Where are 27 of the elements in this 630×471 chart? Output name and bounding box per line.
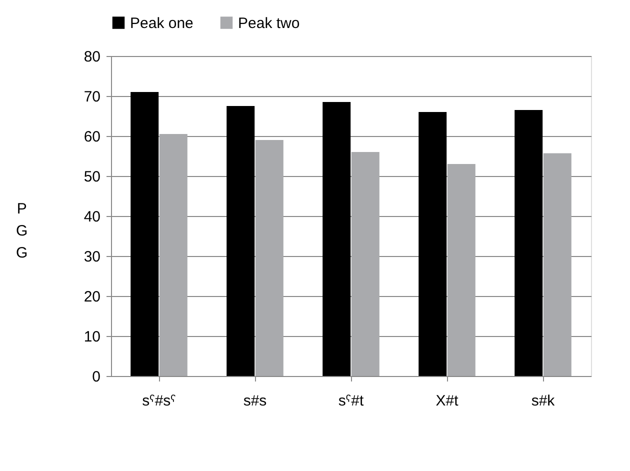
bar [226, 106, 255, 376]
x-tick-label: sˤ#sˤ [142, 392, 176, 410]
x-tick-label: sˤ#t [338, 392, 364, 410]
bar [255, 140, 284, 376]
legend-label: Peak two [238, 14, 300, 32]
x-tick-label: X#t [436, 392, 460, 410]
x-tick-label: s#k [531, 392, 556, 410]
y-tick-label: 50 [84, 168, 100, 186]
y-tick-label: 40 [84, 208, 100, 226]
y-tick-label: 0 [92, 368, 100, 386]
y-tick-label: 70 [84, 88, 100, 106]
bar [351, 152, 380, 376]
y-axis-title: PGG [16, 200, 28, 262]
bar [447, 164, 476, 376]
y-tick-label: 80 [84, 48, 100, 66]
legend-label: Peak one [130, 14, 194, 32]
bar [418, 112, 447, 376]
y-tick-label: 10 [84, 328, 100, 346]
bar [543, 153, 572, 376]
bar [130, 92, 159, 376]
y-tick-label: 20 [84, 288, 100, 306]
bar [322, 102, 351, 376]
y-tick-label: 30 [84, 248, 100, 266]
bar [514, 110, 543, 376]
y-tick-label: 60 [84, 128, 100, 146]
x-tick-label: s#s [243, 392, 267, 410]
bar [159, 134, 188, 376]
